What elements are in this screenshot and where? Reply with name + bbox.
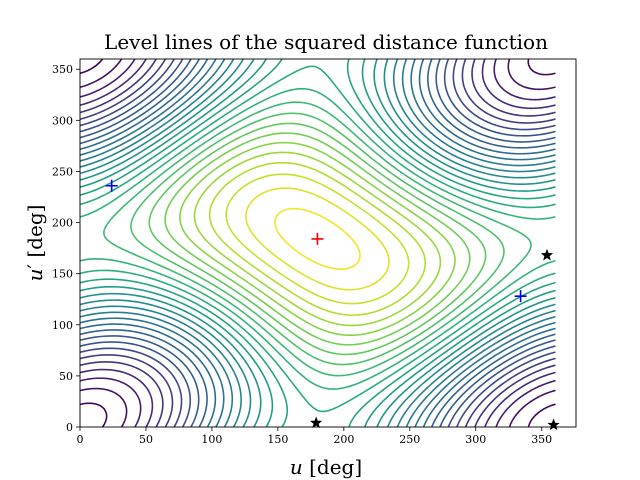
chart-title: Level lines of the squared distance func… <box>104 30 548 54</box>
contour-level <box>80 59 556 427</box>
contour-level <box>80 59 556 427</box>
y-axis: 0 50 100 150 200 250 300 350 <box>52 63 80 434</box>
plus-marker <box>311 232 324 245</box>
contour-level <box>80 59 556 427</box>
plus-marker <box>105 179 118 192</box>
x-tick-label: 300 <box>465 433 486 446</box>
contour-level <box>80 59 556 427</box>
y-axis-variable: u <box>23 269 47 282</box>
plot-frame <box>79 58 577 428</box>
contour-level <box>80 59 556 427</box>
contour-level <box>225 173 410 305</box>
contour-level <box>80 59 556 427</box>
y-axis-label: u′ [deg] <box>23 205 47 282</box>
contour-level <box>80 59 556 427</box>
x-tick-label: 0 <box>77 433 84 446</box>
contour-level <box>80 59 556 427</box>
contour-level <box>179 141 456 337</box>
contour-level <box>80 59 556 427</box>
x-tick-label: 200 <box>333 433 354 446</box>
contour-level <box>80 59 556 427</box>
y-axis-unit: [deg] <box>23 205 47 264</box>
contour-level <box>103 101 532 377</box>
contour-level <box>80 65 556 413</box>
contour-level <box>245 187 390 291</box>
contour-level <box>80 59 556 427</box>
y-axis-prime: ′ <box>23 264 47 269</box>
contour-lines <box>80 59 556 427</box>
y-tick-label: 50 <box>59 370 73 383</box>
contour-level <box>80 59 556 427</box>
contour-level <box>274 207 361 270</box>
x-tick-label: 250 <box>399 433 420 446</box>
contour-level <box>148 122 487 356</box>
marker-layer <box>105 179 560 431</box>
contour-level <box>80 59 556 427</box>
x-tick-label: 150 <box>267 433 288 446</box>
contour-level <box>80 59 556 427</box>
contour-level <box>193 151 442 327</box>
x-axis-label: u [deg] <box>290 455 362 479</box>
contour-level <box>130 112 505 366</box>
y-tick-label: 250 <box>52 165 73 178</box>
contour-level <box>208 161 427 316</box>
contour-level <box>164 132 471 346</box>
x-tick-label: 350 <box>531 433 552 446</box>
plus-marker <box>514 290 527 303</box>
x-tick-label: 100 <box>201 433 222 446</box>
x-axis: 0 50 100 150 200 250 300 350 <box>77 427 552 446</box>
y-tick-label: 150 <box>52 268 73 281</box>
star-marker <box>310 416 323 429</box>
x-axis-unit: [deg] <box>303 455 362 479</box>
x-axis-variable: u <box>290 455 303 479</box>
contour-level <box>80 59 556 427</box>
y-tick-label: 100 <box>52 319 73 332</box>
x-tick-label: 50 <box>139 433 153 446</box>
y-tick-label: 0 <box>66 421 73 434</box>
y-tick-label: 300 <box>52 114 73 127</box>
y-tick-label: 350 <box>52 63 73 76</box>
contour-level <box>80 87 556 390</box>
y-tick-label: 200 <box>52 217 73 230</box>
star-marker <box>540 248 554 261</box>
